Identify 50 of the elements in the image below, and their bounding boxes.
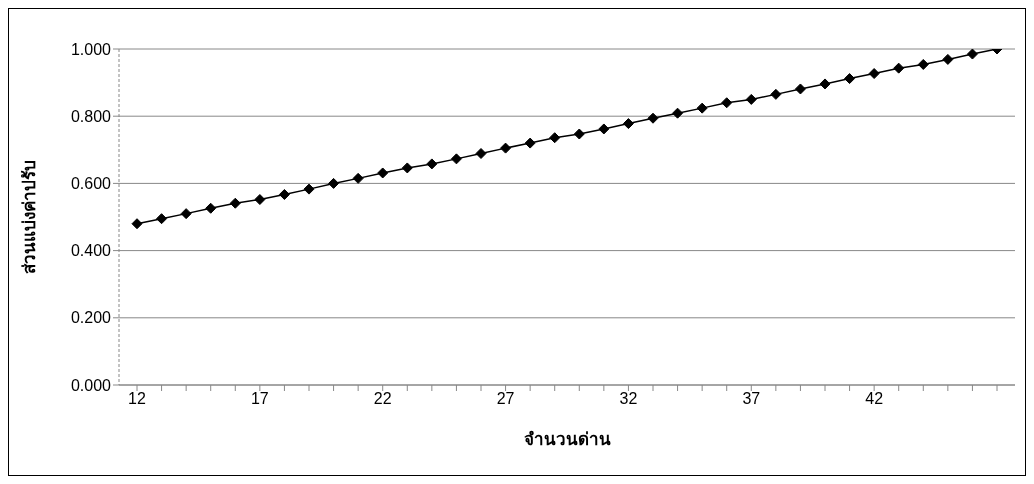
x-tick-label: 12 (128, 390, 146, 408)
point (672, 107, 684, 119)
y-tick-label: 0.800 (70, 107, 112, 125)
x-tick-label: 27 (496, 390, 515, 408)
point (647, 112, 659, 124)
point (205, 202, 217, 214)
y-tick-label: 0.200 (70, 309, 112, 327)
point (696, 102, 708, 114)
point (352, 172, 364, 184)
point (377, 167, 389, 179)
x-tick-label: 42 (865, 390, 884, 408)
point (868, 68, 880, 80)
point (622, 118, 634, 130)
point (303, 183, 315, 195)
point (229, 197, 241, 209)
point (966, 49, 978, 60)
point (844, 73, 856, 85)
point (917, 58, 929, 70)
point (942, 53, 954, 65)
point (745, 93, 757, 105)
point (156, 213, 168, 225)
point (131, 218, 143, 230)
point (819, 78, 831, 90)
point (500, 142, 512, 154)
point (450, 153, 462, 165)
point (770, 88, 782, 100)
y-tick-label: 0.000 (70, 376, 112, 394)
point (893, 62, 905, 74)
x-tick-label: 17 (250, 390, 269, 408)
point (598, 123, 610, 135)
x-tick-label: 22 (373, 390, 392, 408)
point (573, 128, 585, 140)
point (254, 194, 266, 206)
y-tick-label: 0.400 (70, 242, 112, 260)
point (401, 162, 413, 174)
point (278, 188, 290, 200)
point (475, 148, 487, 159)
point (180, 208, 192, 220)
point (328, 177, 340, 189)
y-tick-label: 0.600 (70, 175, 112, 193)
point (426, 158, 438, 170)
x-tick-label: 37 (742, 390, 761, 408)
point (794, 83, 806, 95)
y-tick-label: 1.000 (70, 40, 112, 58)
y-axis-title: ส่วนแบ่งค่าปรับ (20, 160, 40, 274)
point (524, 137, 536, 149)
point (721, 97, 733, 109)
x-tick-label: 32 (619, 390, 638, 408)
point (549, 132, 561, 144)
x-axis-title: จำนวนด่าน (523, 430, 611, 449)
